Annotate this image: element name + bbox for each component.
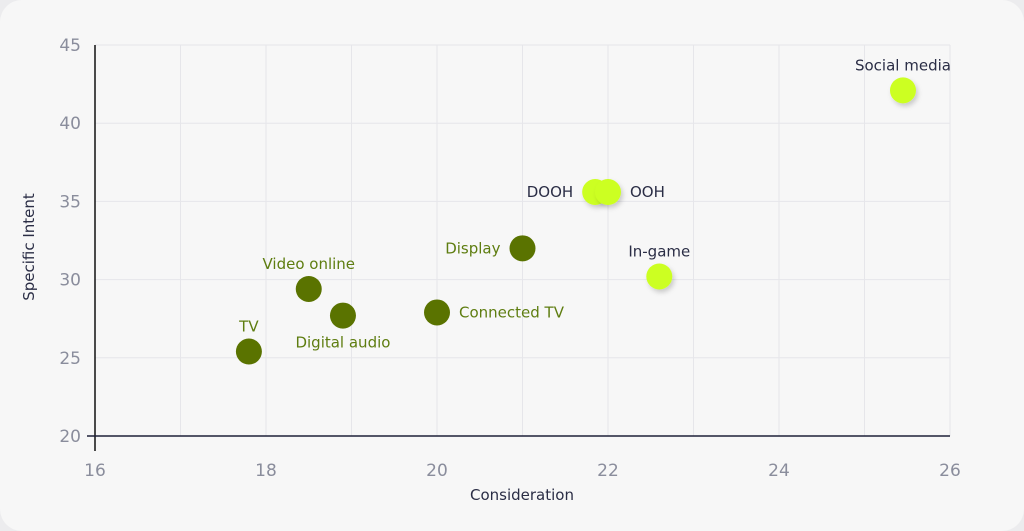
data-point — [295, 275, 322, 302]
y-tick-label: 30 — [59, 271, 81, 291]
data-point — [424, 299, 450, 326]
point-label: Video online — [262, 255, 355, 273]
data-point — [235, 338, 262, 365]
grid — [95, 44, 951, 436]
x-tick-label: 20 — [426, 461, 448, 481]
point-label: OOH — [630, 183, 665, 201]
y-tick-label: 40 — [59, 114, 81, 134]
y-tick-label: 45 — [59, 36, 81, 56]
point-label: DOOH — [527, 183, 573, 201]
x-tick-label: 18 — [255, 461, 277, 481]
x-tick-label: 22 — [597, 461, 619, 481]
points: TV Video online Digital audio Connected TV D… — [235, 56, 951, 365]
x-tick-label: 24 — [768, 461, 790, 481]
x-axis-label: Consideration — [470, 486, 574, 504]
point-label: TV — [238, 318, 259, 336]
y-tick-label: 35 — [59, 192, 81, 212]
point-label: Digital audio — [295, 334, 390, 352]
axes — [87, 45, 950, 451]
x-tick-label: 26 — [939, 461, 961, 481]
tick-labels: 16 18 20 22 24 26 20 25 30 35 40 45 — [59, 36, 960, 481]
x-tick-label: 16 — [84, 461, 106, 481]
y-tick-label: 20 — [59, 427, 81, 447]
data-point — [595, 179, 621, 206]
point-label: Connected TV — [459, 303, 565, 321]
y-tick-label: 25 — [59, 349, 81, 369]
point-label: Social media — [855, 56, 951, 74]
point-label: In-game — [628, 242, 690, 260]
data-point — [509, 235, 536, 262]
data-point — [329, 302, 356, 329]
point-label: Display — [445, 239, 500, 257]
y-axis-label: Specific Intent — [20, 193, 38, 301]
data-point — [889, 77, 916, 104]
data-point — [646, 263, 673, 290]
